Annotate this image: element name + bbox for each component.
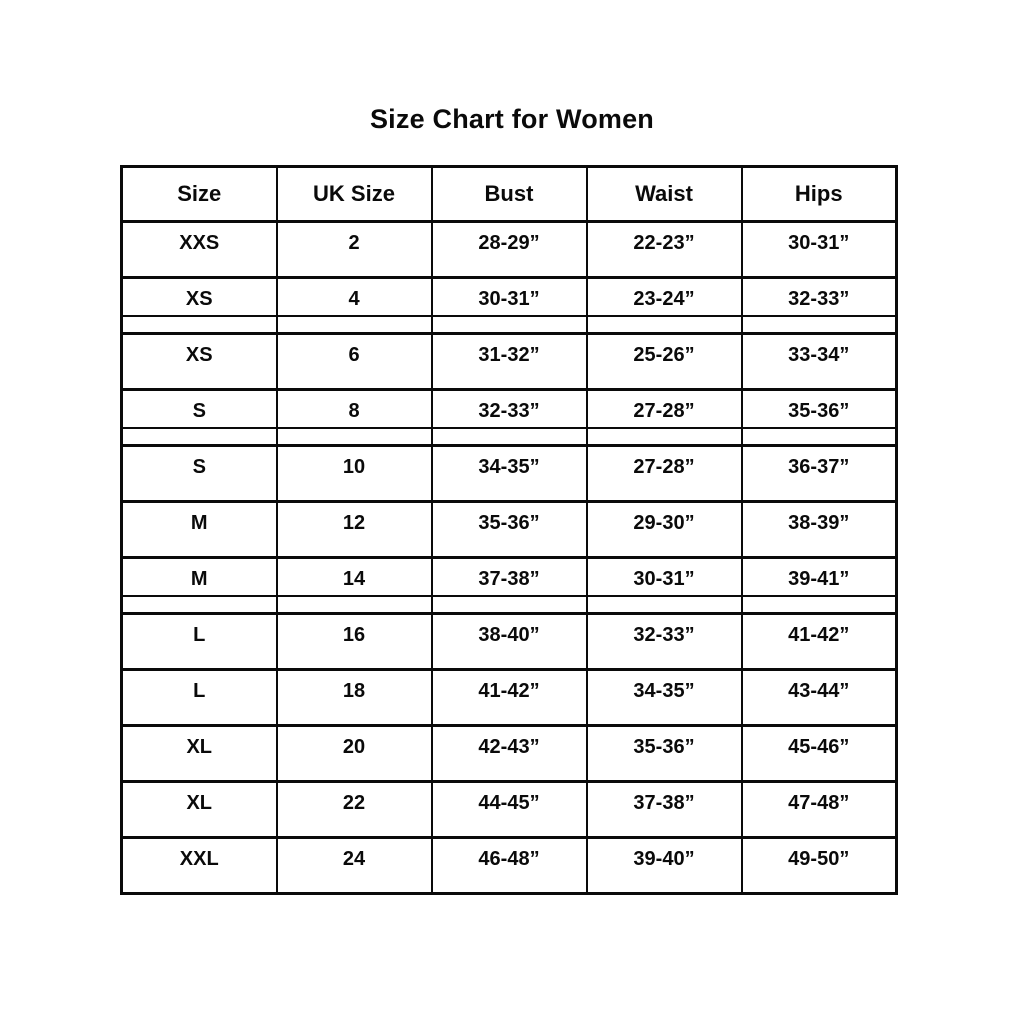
table-cell: 38-40” (430, 612, 588, 671)
table-cell: 49-50” (740, 836, 898, 895)
table-row: XS 4 30-31” 23-24” 32-33” (120, 276, 898, 335)
table-cell: 30-31” (430, 276, 588, 335)
table-cell: 32-33” (585, 612, 743, 671)
table-cell: M (120, 556, 278, 615)
table-cell: 27-28” (585, 388, 743, 447)
table-cell: 22 (275, 780, 433, 839)
table-cell: 36-37” (740, 444, 898, 503)
table-cell: 46-48” (430, 836, 588, 895)
table-body: XXS 2 28-29” 22-23” 30-31” XS 4 30-31” 23-24” 32-… (120, 220, 898, 895)
table-cell: 41-42” (430, 668, 588, 727)
table-row: M 12 35-36” 29-30” 38-39” (120, 500, 898, 559)
column-header-uk-size: UK Size (275, 165, 433, 223)
table-row: XL 22 44-45” 37-38” 47-48” (120, 780, 898, 839)
table-cell: 43-44” (740, 668, 898, 727)
table-cell: 18 (275, 668, 433, 727)
table-cell: 14 (275, 556, 433, 615)
table-cell: 42-43” (430, 724, 588, 783)
table-cell: 2 (275, 220, 433, 279)
table-cell: 6 (275, 332, 433, 391)
table-cell: 35-36” (430, 500, 588, 559)
table-cell: 27-28” (585, 444, 743, 503)
table-cell: 30-31” (740, 220, 898, 279)
table-cell: 10 (275, 444, 433, 503)
table-cell: XS (120, 276, 278, 335)
table-cell: 44-45” (430, 780, 588, 839)
table-cell: 37-38” (585, 780, 743, 839)
table-cell: 35-36” (740, 388, 898, 447)
table-row: M 14 37-38” 30-31” 39-41” (120, 556, 898, 615)
table-cell: S (120, 444, 278, 503)
table-cell: 34-35” (430, 444, 588, 503)
table-header: Size UK Size Bust Waist Hips (120, 165, 898, 223)
table-cell: 34-35” (585, 668, 743, 727)
table-row: L 16 38-40” 32-33” 41-42” (120, 612, 898, 671)
column-header-waist: Waist (585, 165, 743, 223)
table-cell: XL (120, 780, 278, 839)
column-header-hips: Hips (740, 165, 898, 223)
table-cell: M (120, 500, 278, 559)
table-row: S 8 32-33” 27-28” 35-36” (120, 388, 898, 447)
table-cell: XXL (120, 836, 278, 895)
table-cell: 4 (275, 276, 433, 335)
column-header-bust: Bust (430, 165, 588, 223)
table-cell: 12 (275, 500, 433, 559)
table-cell: 41-42” (740, 612, 898, 671)
table-cell: 8 (275, 388, 433, 447)
table-row: S 10 34-35” 27-28” 36-37” (120, 444, 898, 503)
table-cell: 45-46” (740, 724, 898, 783)
table-cell: 23-24” (585, 276, 743, 335)
table-cell: XS (120, 332, 278, 391)
table-cell: 47-48” (740, 780, 898, 839)
table-cell: XXS (120, 220, 278, 279)
column-header-size: Size (120, 165, 278, 223)
table-row: XXL 24 46-48” 39-40” 49-50” (120, 836, 898, 895)
table-cell: 32-33” (740, 276, 898, 335)
table-cell: 22-23” (585, 220, 743, 279)
table-cell: 38-39” (740, 500, 898, 559)
table-cell: 20 (275, 724, 433, 783)
table-cell: 24 (275, 836, 433, 895)
table-cell: 31-32” (430, 332, 588, 391)
size-chart-table: Size UK Size Bust Waist Hips XXS 2 28-29” 2… (120, 165, 898, 895)
table-cell: 39-40” (585, 836, 743, 895)
table-cell: 32-33” (430, 388, 588, 447)
table-cell: L (120, 612, 278, 671)
table-cell: S (120, 388, 278, 447)
table-header-row: Size UK Size Bust Waist Hips (120, 165, 898, 223)
table-cell: 39-41” (740, 556, 898, 615)
table-cell: L (120, 668, 278, 727)
table-cell: XL (120, 724, 278, 783)
table-cell: 25-26” (585, 332, 743, 391)
table-cell: 29-30” (585, 500, 743, 559)
table-cell: 30-31” (585, 556, 743, 615)
table-row: L 18 41-42” 34-35” 43-44” (120, 668, 898, 727)
table-cell: 16 (275, 612, 433, 671)
table-cell: 28-29” (430, 220, 588, 279)
table-cell: 35-36” (585, 724, 743, 783)
table-row: XXS 2 28-29” 22-23” 30-31” (120, 220, 898, 279)
table-cell: 37-38” (430, 556, 588, 615)
size-chart-page: Size Chart for Women Size UK Size Bust W… (120, 104, 898, 895)
table-row: XL 20 42-43” 35-36” 45-46” (120, 724, 898, 783)
page-title: Size Chart for Women (369, 104, 655, 134)
table-row: XS 6 31-32” 25-26” 33-34” (120, 332, 898, 391)
table-cell: 33-34” (740, 332, 898, 391)
